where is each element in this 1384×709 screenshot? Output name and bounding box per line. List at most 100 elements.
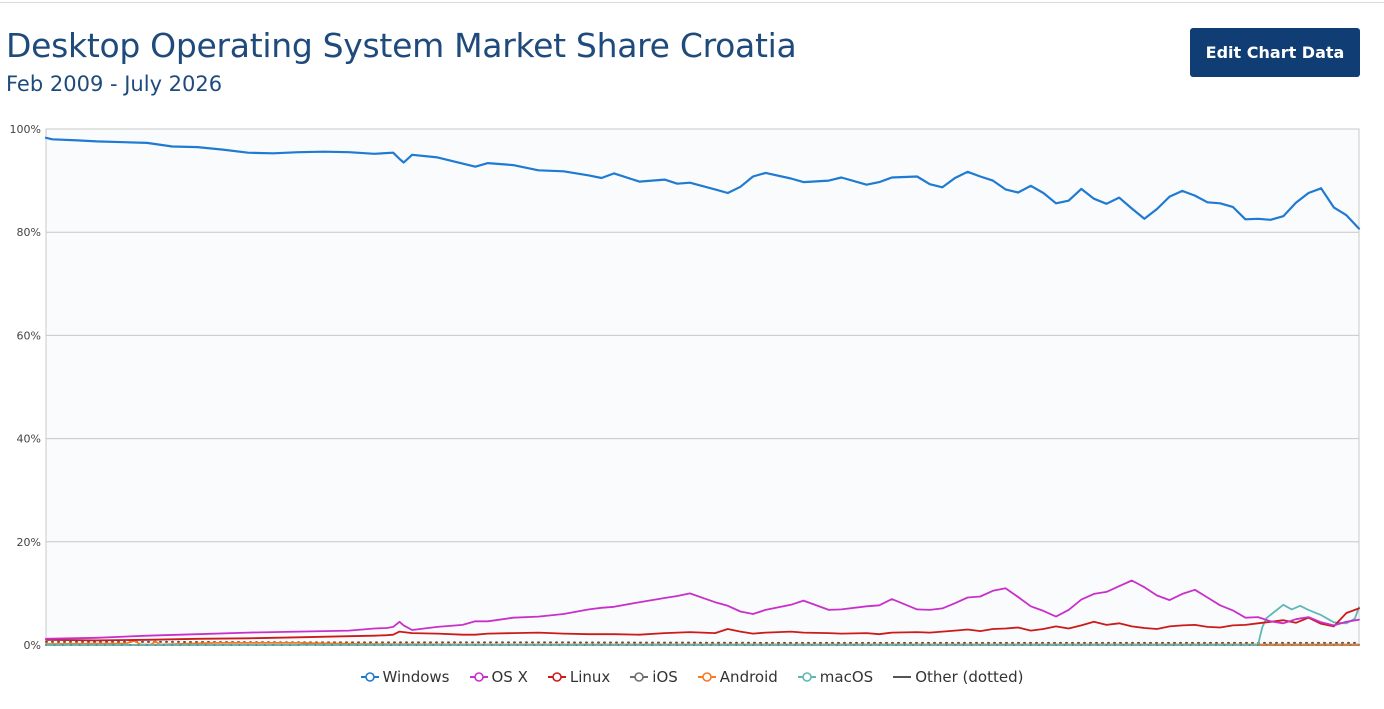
x-axis-tick-dot (53, 644, 56, 646)
x-axis-tick-dot (1240, 644, 1243, 646)
x-axis-tick-dot (1088, 644, 1091, 646)
grid (46, 128, 1359, 646)
x-axis-tick-dot (920, 644, 923, 646)
x-axis-tick-dot (1307, 644, 1310, 646)
legend-circle-icon (630, 672, 649, 682)
x-axis-tick-dot (710, 644, 712, 646)
x-axis-tick-dot (213, 644, 216, 646)
x-axis-tick-dot (634, 644, 637, 646)
x-axis-tick-dot (1122, 644, 1125, 646)
x-axis-tick-dot (777, 644, 780, 646)
x-axis-tick-dot (356, 644, 359, 646)
x-axis-tick-dot (87, 644, 89, 646)
x-axis-tick-dot (575, 644, 578, 646)
x-axis-tick-dot (583, 644, 586, 646)
plot-area (46, 129, 1359, 645)
x-axis-tick-dot (693, 644, 695, 646)
x-axis-tick-dot (95, 644, 98, 646)
date-range-subtitle: Feb 2009 - July 2026 (6, 72, 223, 96)
x-axis-tick-dot (137, 644, 140, 646)
x-axis-tick-dot (752, 644, 754, 646)
legend-item-os-x[interactable]: OS X (469, 668, 528, 686)
x-axis-tick-dot (878, 644, 881, 646)
x-axis-tick-dot (179, 644, 182, 646)
x-axis-tick-dot (61, 644, 64, 646)
legend-label: Linux (569, 668, 611, 686)
x-axis-tick-dot (314, 644, 317, 646)
legend-item-android[interactable]: Android (697, 668, 778, 686)
x-axis-tick-dot (78, 644, 81, 646)
series-line-linux[interactable] (45, 607, 1360, 642)
x-axis-tick-dot (844, 644, 847, 646)
x-axis-tick-dot (1080, 644, 1083, 646)
x-axis-tick-dot (230, 644, 233, 646)
x-axis-tick-dot (1198, 644, 1200, 646)
x-axis-tick-dot (322, 644, 325, 646)
x-axis-tick-dot (154, 644, 157, 646)
x-axis-tick-dot (1063, 644, 1066, 646)
x-axis-tick-dot (651, 644, 653, 646)
x-axis-tick-dot (45, 644, 47, 646)
x-axis-tick-dot (398, 644, 401, 646)
x-axis-tick-dot (600, 644, 603, 646)
x-axis-tick-dot (794, 644, 796, 646)
x-axis-tick-dot (1046, 644, 1049, 646)
x-axis-tick-dot (987, 644, 990, 646)
x-axis-tick-dot (819, 644, 822, 646)
x-axis-tick-dot (1349, 644, 1352, 646)
legend-item-other-dotted[interactable]: Other (dotted) (893, 668, 1023, 686)
x-axis-tick-dot (886, 644, 889, 646)
x-axis-tick-dot (407, 644, 409, 646)
legend-item-ios[interactable]: iOS (630, 668, 678, 686)
x-axis-tick-dot (768, 644, 771, 646)
x-axis-tick-dot (735, 644, 738, 646)
y-tick-label: 0% (24, 639, 41, 652)
x-axis-tick-dot (120, 644, 123, 646)
series-line-os-x[interactable] (45, 579, 1360, 640)
x-axis-tick-dot (221, 644, 224, 646)
legend-label: iOS (652, 668, 678, 686)
edit-chart-data-button[interactable]: Edit Chart Data (1190, 28, 1360, 77)
x-axis-tick-dot (979, 644, 982, 646)
x-axis-tick-dot (592, 644, 594, 646)
legend-label: Android (719, 668, 778, 686)
x-axis-tick-dot (861, 644, 864, 646)
x-axis-tick-dot (541, 644, 544, 646)
series-line-windows[interactable] (44, 136, 1361, 230)
x-axis-tick-dot (1189, 644, 1192, 646)
series-line-other-dotted[interactable] (45, 640, 1360, 644)
x-axis-tick-dot (962, 644, 965, 646)
x-axis-tick-dot (440, 644, 443, 646)
x-axis-tick-dot (70, 644, 73, 646)
x-axis-tick-dot (196, 644, 199, 646)
x-axis-tick-dot (339, 644, 342, 646)
legend-circle-icon (797, 672, 816, 682)
x-axis-tick-dot (550, 644, 552, 646)
x-axis-tick-dot (1038, 644, 1041, 646)
legend-item-macos[interactable]: macOS (797, 668, 873, 686)
x-axis-tick-dot (1004, 644, 1007, 646)
legend-circle-icon (360, 672, 379, 682)
x-axis-tick-dot (954, 644, 956, 646)
legend-item-windows[interactable]: Windows (360, 668, 450, 686)
x-axis-tick-dot (937, 644, 940, 646)
y-tick-label: 80% (17, 226, 41, 239)
x-axis-tick-dot (1358, 644, 1360, 646)
x-axis-tick-dot (255, 644, 258, 646)
legend-item-linux[interactable]: Linux (547, 668, 611, 686)
x-axis-tick-dot (743, 644, 746, 646)
x-axis-tick-dot (827, 644, 830, 646)
x-axis-tick-dot (1248, 644, 1251, 646)
x-axis-tick-dot (1139, 644, 1142, 646)
x-axis-tick-dot (272, 644, 275, 646)
x-axis-tick-dot (205, 644, 207, 646)
x-axis-tick-dot (112, 644, 115, 646)
top-rule (0, 2, 1384, 3)
x-axis-tick-dot (474, 644, 477, 646)
x-axis-tick-dot (895, 644, 897, 646)
x-axis-tick-dot (1324, 644, 1327, 646)
x-axis-tick-dot (558, 644, 561, 646)
x-axis-tick-dot (1114, 644, 1116, 646)
x-axis-tick-dot (1021, 644, 1024, 646)
x-axis-tick-dot (1172, 644, 1175, 646)
